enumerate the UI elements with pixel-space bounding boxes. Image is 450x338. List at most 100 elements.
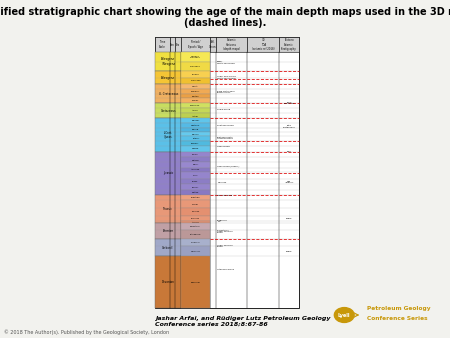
Text: Pol.
Chron.: Pol. Chron. [209, 40, 217, 49]
Bar [155, 71, 210, 84]
Text: Supra: Supra [286, 251, 292, 252]
Bar [181, 195, 210, 200]
Bar [155, 257, 210, 308]
Text: Maureen deep: Maureen deep [217, 195, 233, 196]
Text: Sinem.: Sinem. [192, 187, 199, 188]
Text: U. Cretaceous: U. Cretaceous [158, 92, 178, 96]
Bar [181, 178, 210, 185]
Text: Chalk Group: Chalk Group [217, 109, 230, 110]
Bar [155, 37, 170, 52]
Text: Anisian: Anisian [192, 221, 199, 223]
Bar [181, 98, 210, 103]
Bar [181, 200, 210, 208]
Bar [155, 52, 210, 71]
Text: Albian: Albian [192, 110, 199, 112]
Text: Coniac.: Coniac. [192, 100, 199, 101]
Text: Heno Group (deeper): Heno Group (deeper) [217, 165, 240, 167]
Text: Era: Era [176, 43, 180, 47]
Text: Campan.: Campan. [191, 91, 200, 92]
Text: Paleogene: Paleogene [161, 76, 176, 80]
Bar [181, 185, 210, 190]
Bar [181, 84, 210, 89]
Text: Hettan.: Hettan. [192, 192, 199, 193]
Text: Shetland Group: Shetland Group [217, 124, 234, 125]
Text: Aptian: Aptian [192, 115, 199, 117]
Bar [181, 157, 210, 163]
Text: Zechstein /
Upper Permian
Group: Zechstein / Upper Permian Group [217, 229, 233, 233]
Bar [181, 71, 210, 78]
Text: Late
Cretaceous: Late Cretaceous [283, 125, 296, 127]
Bar [181, 246, 210, 257]
Bar [155, 37, 299, 308]
Text: Carbonif.: Carbonif. [162, 245, 174, 249]
Text: Pliens.: Pliens. [192, 181, 199, 182]
Text: Lithology Group: Lithology Group [217, 269, 234, 270]
Bar [181, 119, 210, 123]
Bar [181, 172, 210, 178]
Text: 3D
TDA
(seismic ref 2018): 3D TDA (seismic ref 2018) [252, 38, 274, 51]
Text: Bajoc.: Bajoc. [193, 165, 199, 166]
Text: Oxford.: Oxford. [192, 148, 199, 149]
Text: Callov.: Callov. [192, 154, 199, 155]
Bar [181, 123, 210, 128]
Bar [155, 84, 210, 103]
Text: Valang.: Valang. [192, 129, 199, 130]
Bar [155, 223, 210, 239]
Text: Period /
Epoch / Age: Period / Epoch / Age [188, 40, 203, 49]
Text: Tithon.: Tithon. [192, 138, 199, 139]
Text: Aalenian: Aalenian [191, 169, 200, 170]
Bar [181, 128, 210, 132]
Text: Lower Permian
Group: Lower Permian Group [217, 245, 233, 247]
Bar [181, 223, 210, 230]
Bar [181, 132, 210, 136]
Bar [181, 152, 210, 157]
Text: Simplified stratigraphic chart showing the age of the main depth maps used in th: Simplified stratigraphic chart showing t… [0, 7, 450, 28]
Text: Kimmer.: Kimmer. [191, 143, 200, 144]
Bar [181, 221, 210, 223]
Text: Time
Scale: Time Scale [159, 40, 166, 49]
Text: Rhaetian: Rhaetian [191, 197, 200, 198]
Circle shape [334, 308, 354, 322]
Text: Pennsylv.: Pennsylv. [190, 242, 201, 243]
Text: Maureen: Maureen [217, 182, 226, 183]
Text: Seismic
Horizons
(depth maps): Seismic Horizons (depth maps) [223, 38, 240, 51]
Bar [181, 103, 210, 108]
Text: Skagerrak
Fm.: Skagerrak Fm. [217, 220, 228, 222]
Bar [181, 108, 210, 113]
Bar [181, 78, 210, 84]
Bar [181, 113, 210, 119]
Bar [181, 168, 210, 172]
Bar [181, 163, 210, 168]
Text: Heno Group: Heno Group [217, 146, 230, 147]
Text: Ladinian: Ladinian [191, 218, 200, 219]
Text: Early
Paleogene: Early Paleogene [284, 102, 295, 104]
Bar [181, 94, 210, 98]
Text: Mississip.: Mississip. [190, 250, 201, 251]
Bar [210, 37, 216, 52]
Bar [181, 37, 210, 52]
Bar [155, 195, 210, 223]
Bar [155, 152, 210, 195]
Text: Upper
North Sea Group: Upper North Sea Group [217, 61, 235, 64]
Text: Zechstein: Zechstein [190, 226, 201, 227]
Bar [181, 141, 210, 146]
Text: Rotliegend: Rotliegend [190, 234, 201, 235]
Text: Lower and Middle
North Sea Groups: Lower and Middle North Sea Groups [217, 76, 236, 79]
Text: Cretaceous: Cretaceous [161, 109, 176, 113]
Text: Eon: Eon [170, 43, 175, 47]
Text: Barrem.: Barrem. [191, 120, 200, 121]
Bar [181, 62, 210, 71]
Bar [181, 190, 210, 195]
Bar [181, 230, 210, 239]
Text: Lyell: Lyell [338, 313, 351, 317]
Text: Tectono
Seismic
Stratigraphy: Tectono Seismic Stratigraphy [281, 38, 297, 51]
Text: Maast.: Maast. [192, 86, 199, 87]
Text: Conference Series: Conference Series [367, 316, 428, 321]
Text: Paleogene
/Neogene: Paleogene /Neogene [161, 57, 176, 66]
Bar [176, 37, 181, 52]
Text: Bathon.: Bathon. [191, 159, 200, 161]
Bar [155, 103, 210, 119]
Bar [248, 37, 279, 52]
Text: Shetland/South
Humber Group: Shetland/South Humber Group [217, 136, 234, 139]
Bar [181, 136, 210, 141]
